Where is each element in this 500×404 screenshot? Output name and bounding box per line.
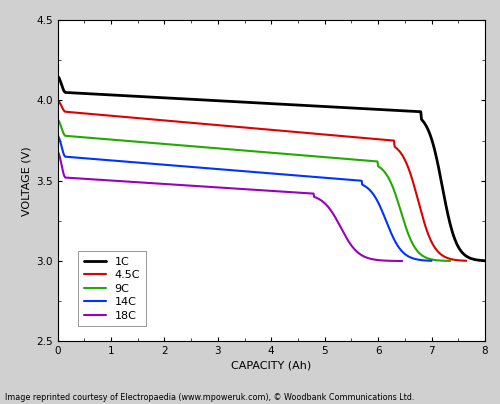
Legend: 1C, 4.5C, 9C, 14C, 18C: 1C, 4.5C, 9C, 14C, 18C (78, 251, 146, 326)
Y-axis label: VOLTAGE (V): VOLTAGE (V) (22, 146, 32, 216)
Text: Image reprinted courtesy of Electropaedia (www.mpoweruk.com), © Woodbank Communi: Image reprinted courtesy of Electropaedi… (5, 393, 414, 402)
X-axis label: CAPACITY (Ah): CAPACITY (Ah) (231, 360, 312, 370)
